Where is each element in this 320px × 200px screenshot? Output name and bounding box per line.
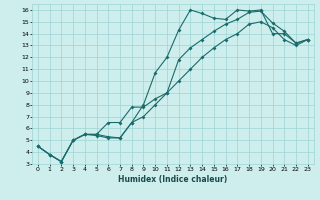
X-axis label: Humidex (Indice chaleur): Humidex (Indice chaleur) [118, 175, 228, 184]
